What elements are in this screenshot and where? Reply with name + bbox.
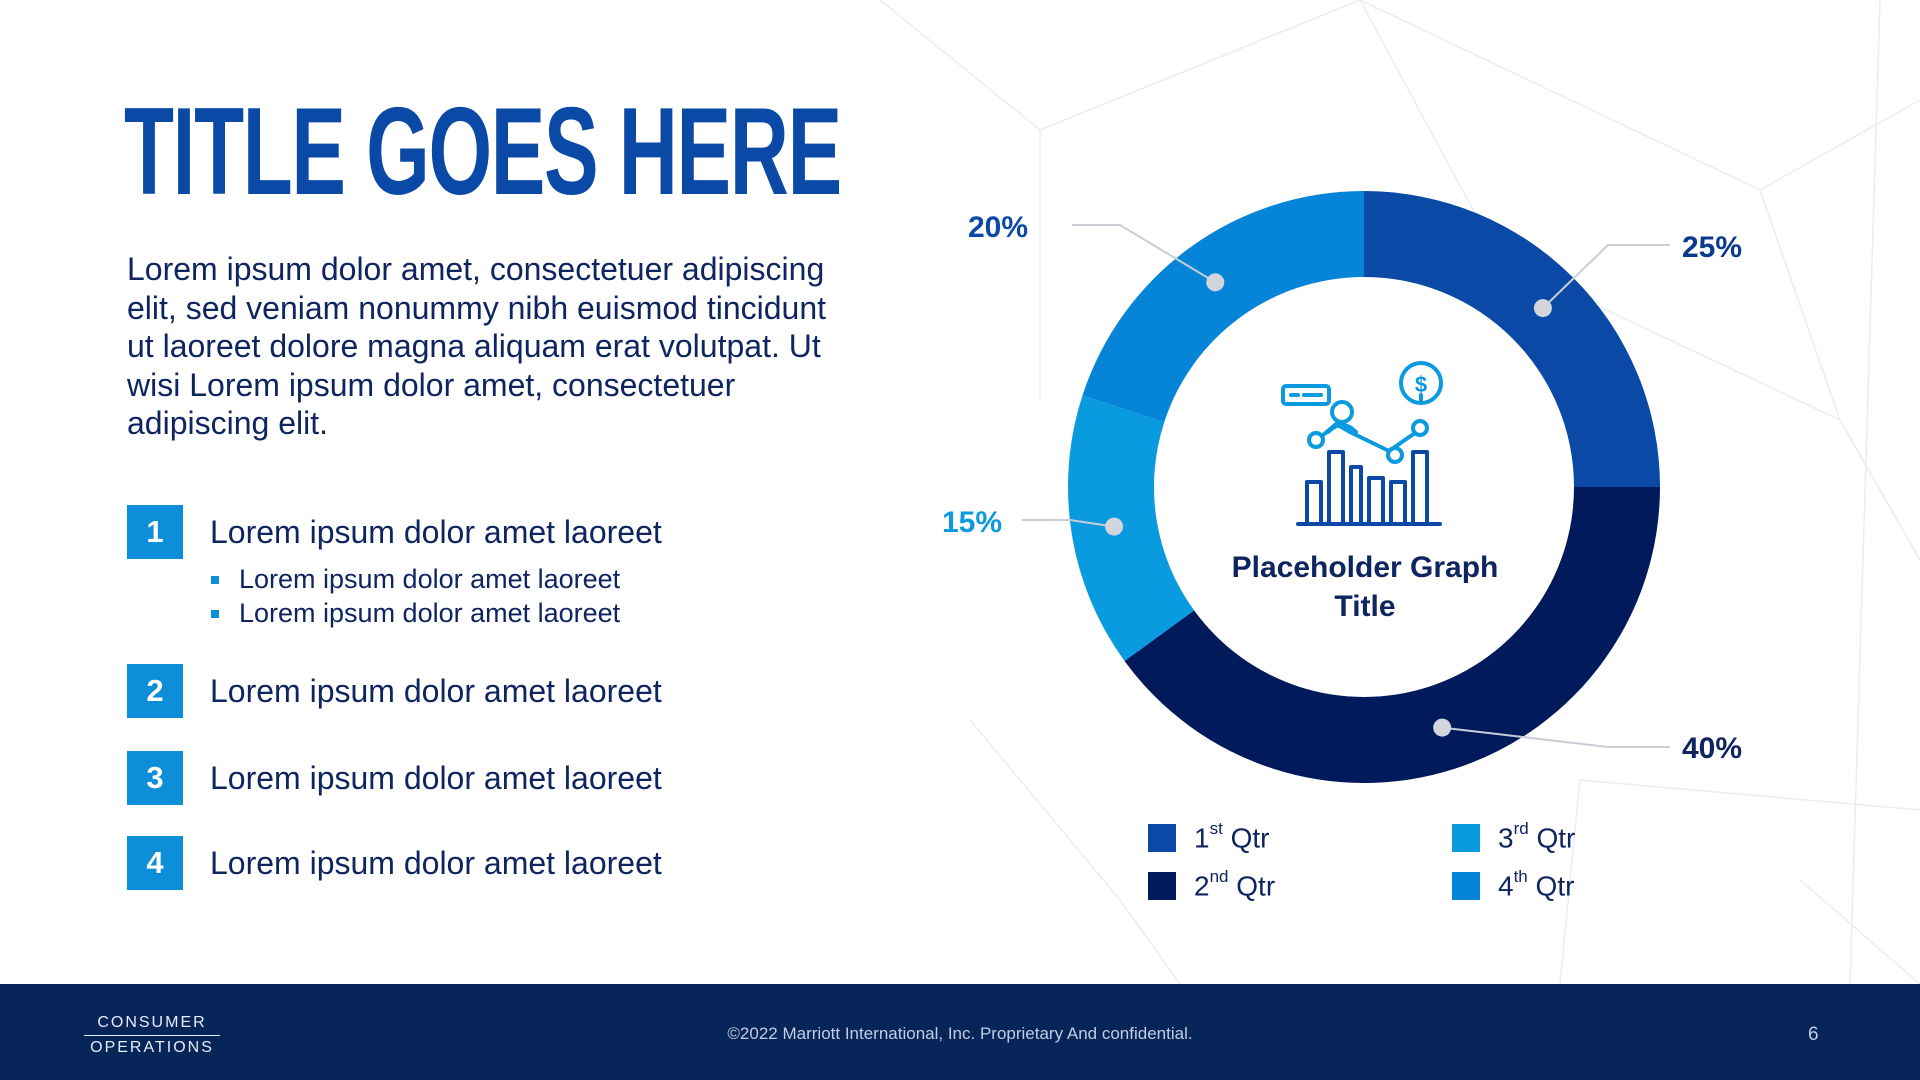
legend-item: 1st Qtr: [1148, 819, 1270, 854]
footer-bar: [0, 984, 1920, 1080]
legend-item: 4th Qtr: [1452, 867, 1575, 902]
sub-bullet: Lorem ipsum dolor amet laoreet: [211, 598, 620, 629]
legend-item: 2nd Qtr: [1148, 867, 1276, 902]
percent-label: 25%: [1682, 231, 1742, 264]
list-item-label: Lorem ipsum dolor amet laoreet: [210, 672, 662, 709]
page-number: 6: [1808, 1024, 1819, 1045]
percent-label: 40%: [1682, 732, 1742, 765]
list-item-label: Lorem ipsum dolor amet laoreet: [210, 844, 662, 881]
leader-dot: [1433, 718, 1452, 737]
consumer-operations-logo: CONSUMER OPERATIONS: [84, 1012, 220, 1059]
list-item-label: Lorem ipsum dolor amet laoreet: [210, 513, 662, 550]
number-badge: 4: [127, 836, 183, 890]
graph-title: Placeholder Graph Title: [1231, 551, 1499, 623]
number-badge: 3: [127, 751, 183, 805]
percent-label: 15%: [942, 506, 1002, 539]
leader-dot: [1105, 517, 1124, 536]
legend-swatch: [1148, 872, 1176, 901]
sub-bullet-label: Lorem ipsum dolor amet laoreet: [239, 564, 621, 594]
donut-chart: 25% 40% 15% 20% $: [942, 191, 1742, 783]
leader-line: [1072, 224, 1216, 284]
list-item: 2 Lorem ipsum dolor amet laoreet: [127, 663, 662, 719]
legend-swatch: [1452, 824, 1480, 853]
chart-analytics-icon: $: [1281, 361, 1443, 526]
legend-label: 2nd Qtr: [1194, 867, 1276, 902]
percent-label: 20%: [968, 211, 1028, 244]
sub-bullet-label: Lorem ipsum dolor amet laoreet: [239, 598, 621, 628]
legend-swatch: [1452, 872, 1480, 901]
legend-item: 3rd Qtr: [1452, 819, 1576, 854]
legend-label: 3rd Qtr: [1498, 819, 1576, 854]
list-item-label: Lorem ipsum dolor amet laoreet: [210, 759, 662, 796]
bullet-square-icon: [211, 609, 219, 618]
donut-slice: [1068, 395, 1195, 661]
legend-swatch: [1148, 824, 1176, 853]
donut-slice: [1124, 487, 1660, 783]
copyright-text: ©2022 Marriott International, Inc. Propr…: [727, 1024, 1193, 1043]
leader-line: [1542, 244, 1670, 309]
legend-label: 4th Qtr: [1498, 867, 1575, 902]
number-badge: 1: [127, 505, 183, 559]
intro-paragraph: Lorem ipsum dolor amet, consectetuer adi…: [127, 251, 827, 441]
list-item: 1 Lorem ipsum dolor amet laoreet: [127, 504, 662, 560]
slide-title: TITLE GOES HERE: [124, 83, 842, 221]
list-item: 4 Lorem ipsum dolor amet laoreet: [127, 835, 662, 891]
donut-slice: [1364, 191, 1660, 487]
chart-legend: 1st Qtr 2nd Qtr 3rd Qtr 4th Qtr: [1148, 819, 1628, 922]
svg-text:$: $: [1415, 372, 1427, 397]
list-item: 3 Lorem ipsum dolor amet laoreet: [127, 750, 662, 806]
number-badge: 2: [127, 664, 183, 718]
bullet-square-icon: [211, 575, 219, 584]
leader-line: [1442, 726, 1670, 748]
legend-label: 1st Qtr: [1194, 819, 1270, 854]
leader-dot: [1533, 299, 1552, 318]
leader-dot: [1206, 273, 1225, 292]
leader-line: [1022, 519, 1115, 528]
sub-bullet: Lorem ipsum dolor amet laoreet: [211, 564, 620, 595]
donut-slice: [1082, 191, 1364, 423]
